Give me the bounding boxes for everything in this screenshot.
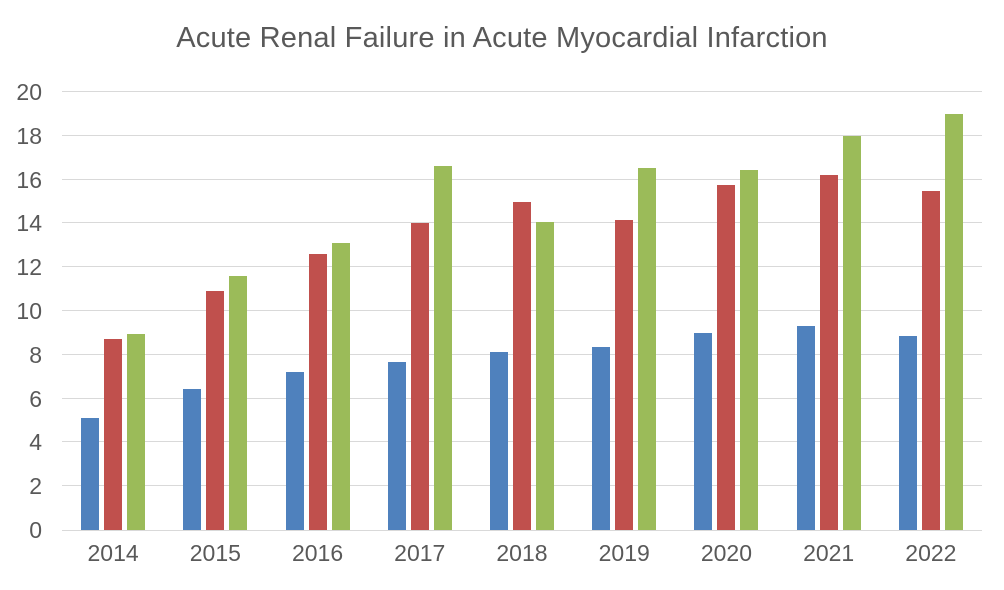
- bar-blue-2022: [898, 336, 917, 530]
- y-axis: 0 2 4 6 8 10 12 14 16 18 20: [0, 81, 42, 542]
- bar-green-2019: [638, 167, 657, 530]
- bar-blue-2020: [694, 332, 713, 530]
- bar-blue-2015: [183, 388, 202, 530]
- bar-red-2022: [921, 190, 940, 530]
- x-tick-label-2016: 2016: [291, 540, 344, 566]
- x-tick-label-2015: 2015: [189, 540, 241, 566]
- bar-blue-2018: [489, 351, 508, 530]
- bar-red-2021: [819, 175, 838, 530]
- bar-green-2017: [433, 166, 452, 530]
- bar-group-2014: [62, 92, 164, 530]
- y-tick-label-12: 12: [16, 254, 42, 281]
- bar-green-2016: [331, 243, 350, 530]
- y-tick-label-2: 2: [29, 473, 42, 500]
- bar-red-2018: [512, 201, 531, 530]
- bar-green-2018: [535, 222, 554, 530]
- bar-group-2020: [675, 92, 777, 530]
- y-tick-label-10: 10: [16, 298, 42, 324]
- y-tick-label-4: 4: [29, 429, 42, 456]
- bar-red-2017: [410, 223, 429, 530]
- bar-red-2016: [308, 254, 327, 530]
- x-tick-label-2021: 2021: [803, 540, 855, 566]
- y-tick-label-18: 18: [16, 122, 42, 149]
- bar-group-2015: [164, 92, 266, 530]
- y-tick-label-14: 14: [16, 210, 42, 237]
- bar-green-2021: [842, 135, 861, 530]
- gridline-y20: [62, 91, 982, 92]
- bar-blue-2017: [387, 362, 406, 530]
- gridline-y16: [62, 178, 982, 180]
- bar-blue-2016: [285, 372, 304, 530]
- bar-red-2019: [615, 220, 634, 530]
- bar-group-2016: [266, 92, 368, 530]
- y-tick-label-8: 8: [29, 341, 42, 368]
- x-tick-label-2022: 2022: [905, 540, 957, 566]
- bar-green-2022: [944, 113, 963, 530]
- chart-title: Acute Renal Failure in Acute Myocardial …: [176, 22, 828, 54]
- x-tick-label-2014: 2014: [87, 540, 139, 566]
- x-axis: 2014 2015 2016 2017 2018 2019 2020 2021 2022: [62, 539, 982, 571]
- y-tick-label-0: 0: [29, 517, 42, 543]
- bar-group-2022: [880, 92, 982, 530]
- bar-red-2014: [104, 339, 123, 530]
- x-tick-label-2017: 2017: [394, 540, 446, 566]
- y-tick-label-16: 16: [16, 166, 42, 193]
- bar-green-2015: [229, 275, 248, 530]
- bar-blue-2021: [796, 326, 815, 530]
- bar-green-2020: [740, 169, 759, 530]
- x-tick-label-2018: 2018: [496, 540, 548, 566]
- x-tick-label-2020: 2020: [700, 540, 753, 566]
- x-tick-label-2019: 2019: [598, 540, 650, 566]
- bar-group-2019: [573, 92, 675, 530]
- bar-red-2015: [206, 291, 225, 530]
- y-tick-label-6: 6: [29, 385, 42, 412]
- y-tick-label-20: 20: [16, 79, 42, 105]
- bar-group-2021: [778, 92, 880, 530]
- bar-green-2014: [127, 334, 146, 530]
- bar-blue-2014: [81, 418, 100, 530]
- plot-area: [62, 91, 982, 531]
- bar-group-2017: [369, 92, 471, 530]
- bar-group-2018: [471, 92, 573, 530]
- gridline-y18: [62, 134, 982, 136]
- bar-blue-2019: [592, 347, 611, 530]
- bar-red-2020: [717, 185, 736, 530]
